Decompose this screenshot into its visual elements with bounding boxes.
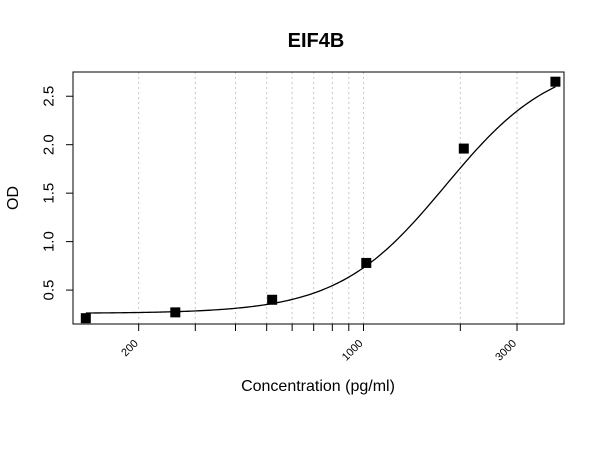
x-axis-label: Concentration (pg/ml) <box>241 378 395 395</box>
data-point <box>80 313 91 324</box>
data-point <box>458 143 469 154</box>
data-point <box>170 307 181 318</box>
y-tick-label: 1.5 <box>41 183 58 204</box>
y-tick-label: 1.0 <box>41 231 58 252</box>
x-tick-label: 200 <box>119 338 140 359</box>
y-tick-label: 2.0 <box>41 134 58 155</box>
data-point <box>361 257 372 268</box>
fit-curve <box>85 86 556 314</box>
plot-area <box>72 71 565 325</box>
fit-curve-line <box>85 86 556 314</box>
data-point <box>550 76 561 87</box>
y-axis-label: OD <box>5 186 22 210</box>
chart-title: EIF4B <box>288 30 345 52</box>
axes: 0.5 1.0 1.5 2.0 2.5 200 1000 3000 <box>41 86 520 364</box>
y-tick-label: 0.5 <box>41 280 58 301</box>
data-points <box>80 76 561 324</box>
x-tick-label: 3000 <box>493 338 519 364</box>
data-point <box>267 294 278 305</box>
grid-lines <box>138 72 518 324</box>
y-tick-label: 2.5 <box>41 86 58 107</box>
x-tick-label: 1000 <box>340 338 366 364</box>
